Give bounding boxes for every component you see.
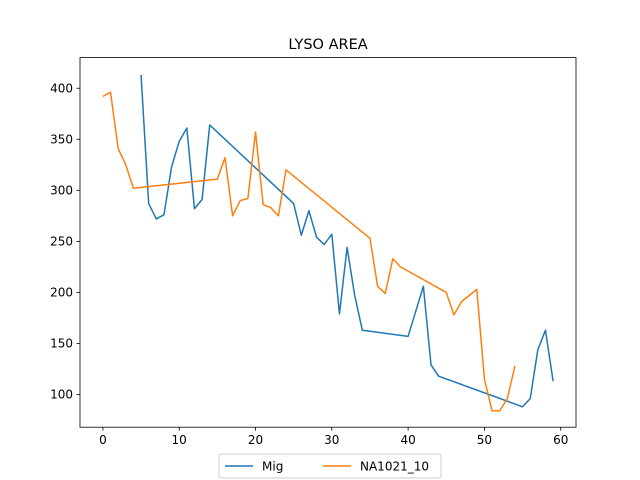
y-tick-label: 150 [50, 337, 73, 351]
y-tick-label: 400 [50, 81, 73, 95]
y-tick-label: 250 [50, 235, 73, 249]
legend: Mig NA1021_10 [218, 453, 442, 479]
series-line-mig [140, 74, 554, 408]
y-tick-label: 200 [50, 286, 73, 300]
axes-frame [79, 57, 577, 428]
y-tick-label: 350 [50, 132, 73, 146]
x-tick-label: 40 [400, 433, 415, 447]
y-tick-label: 100 [50, 388, 73, 402]
x-tick-label: 20 [248, 433, 263, 447]
x-tick-label: 60 [553, 433, 568, 447]
x-tick-label: 0 [99, 433, 107, 447]
chart-title: LYSO AREA [288, 37, 367, 53]
legend-label-na1021-10: NA1021_10 [360, 460, 429, 474]
x-tick-label: 50 [477, 433, 492, 447]
series-line-na1021-10 [102, 91, 516, 412]
x-tick-label: 30 [324, 433, 339, 447]
x-tick-label: 10 [172, 433, 187, 447]
legend-label-mig: Mig [262, 460, 283, 474]
axes-layer: 0 10 20 30 40 50 60 100 150 200 250 300 350 400 [50, 57, 577, 447]
plot-area [80, 57, 576, 428]
series-layer [102, 74, 554, 412]
y-tick-label: 300 [50, 184, 73, 198]
